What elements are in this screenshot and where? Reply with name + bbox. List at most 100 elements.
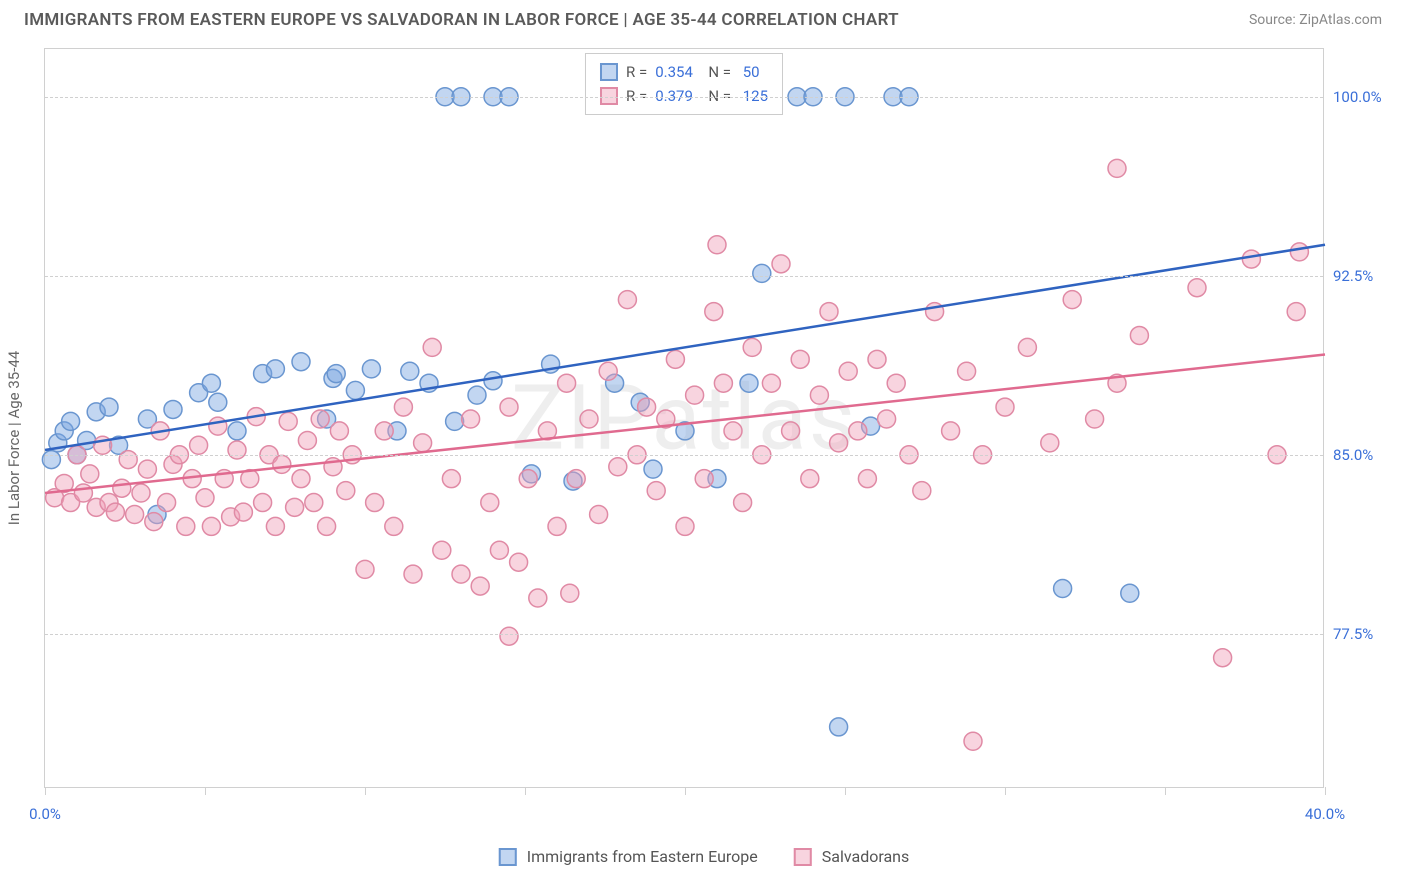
scatter-point <box>298 431 316 449</box>
legend-n-value: 50 <box>739 60 760 84</box>
scatter-point <box>791 350 809 368</box>
scatter-point <box>401 362 419 380</box>
scatter-point <box>346 381 364 399</box>
chart: In Labor Force | Age 35-44 ZIPatlas R =0… <box>44 48 1364 828</box>
scatter-point <box>209 417 227 435</box>
scatter-point <box>638 398 656 416</box>
scatter-point <box>599 362 617 380</box>
scatter-point <box>1188 279 1206 297</box>
scatter-point <box>714 374 732 392</box>
scatter-point <box>548 517 566 535</box>
scatter-point <box>753 264 771 282</box>
scatter-point <box>810 386 828 404</box>
scatter-point <box>337 482 355 500</box>
scatter-point <box>234 503 252 521</box>
scatter-point <box>529 589 547 607</box>
scatter-point <box>558 374 576 392</box>
scatter-point <box>164 400 182 418</box>
y-tick-label: 85.0% <box>1333 446 1393 464</box>
scatter-point <box>820 303 838 321</box>
scatter-point <box>74 484 92 502</box>
scatter-point <box>484 372 502 390</box>
scatter-point <box>1018 338 1036 356</box>
scatter-point <box>500 627 518 645</box>
scatter-point <box>190 436 208 454</box>
gridline <box>45 97 1323 98</box>
scatter-point <box>196 489 214 507</box>
scatter-point <box>292 470 310 488</box>
legend-n-label: N = <box>701 60 731 84</box>
scatter-point <box>644 460 662 478</box>
y-tick-label: 100.0% <box>1333 88 1393 106</box>
scatter-point <box>446 412 464 430</box>
scatter-point <box>839 362 857 380</box>
scatter-point <box>510 553 528 571</box>
scatter-point <box>356 560 374 578</box>
scatter-point <box>266 517 284 535</box>
y-axis-label: In Labor Force | Age 35-44 <box>5 351 23 525</box>
legend-r-value: 0.354 <box>655 60 693 84</box>
scatter-point <box>202 517 220 535</box>
correlation-legend: R =0.354 N = 50R =0.379 N = 125 <box>585 53 783 115</box>
x-tick-label: 40.0% <box>1305 805 1345 823</box>
scatter-point <box>266 360 284 378</box>
scatter-point <box>782 422 800 440</box>
scatter-point <box>830 718 848 736</box>
legend-swatch <box>794 848 812 866</box>
scatter-point <box>519 470 537 488</box>
scatter-point <box>433 541 451 559</box>
scatter-point <box>481 494 499 512</box>
scatter-point <box>254 494 272 512</box>
x-tick <box>45 787 46 795</box>
legend-item: Salvadorans <box>794 847 909 866</box>
scatter-point <box>100 398 118 416</box>
scatter-point <box>913 482 931 500</box>
scatter-point <box>580 410 598 428</box>
scatter-point <box>385 517 403 535</box>
scatter-point <box>279 412 297 430</box>
scatter-point <box>327 365 345 383</box>
scatter-point <box>138 460 156 478</box>
scatter-point <box>801 470 819 488</box>
scatter-point <box>858 470 876 488</box>
scatter-point <box>490 541 508 559</box>
scatter-point <box>286 498 304 516</box>
scatter-point <box>145 513 163 531</box>
scatter-point <box>209 393 227 411</box>
scatter-point <box>62 412 80 430</box>
scatter-point <box>743 338 761 356</box>
x-tick <box>205 787 206 795</box>
scatter-point <box>772 255 790 273</box>
scatter-point <box>1041 434 1059 452</box>
scatter-point <box>647 482 665 500</box>
scatter-point <box>404 565 422 583</box>
x-tick <box>1005 787 1006 795</box>
scatter-point <box>609 458 627 476</box>
y-tick-label: 92.5% <box>1333 267 1393 285</box>
scatter-point <box>590 505 608 523</box>
plot-area: ZIPatlas R =0.354 N = 50R =0.379 N = 125… <box>44 48 1324 788</box>
scatter-point <box>158 494 176 512</box>
scatter-point <box>1130 326 1148 344</box>
series-legend: Immigrants from Eastern EuropeSalvadoran… <box>499 847 909 866</box>
scatter-point <box>695 470 713 488</box>
scatter-point <box>1121 584 1139 602</box>
scatter-point <box>126 505 144 523</box>
scatter-point <box>762 374 780 392</box>
x-tick <box>685 787 686 795</box>
legend-row: R =0.354 N = 50 <box>600 60 768 84</box>
legend-swatch <box>600 63 618 81</box>
scatter-point <box>1086 410 1104 428</box>
x-tick <box>525 787 526 795</box>
scatter-point <box>471 577 489 595</box>
scatter-point <box>830 434 848 452</box>
scatter-point <box>996 398 1014 416</box>
scatter-point <box>330 422 348 440</box>
scatter-point <box>676 517 694 535</box>
scatter-point <box>740 374 758 392</box>
scatter-point <box>666 350 684 368</box>
scatter-point <box>318 517 336 535</box>
scatter-point <box>1290 243 1308 261</box>
scatter-point <box>878 410 896 428</box>
chart-title: IMMIGRANTS FROM EASTERN EUROPE VS SALVAD… <box>24 10 899 30</box>
